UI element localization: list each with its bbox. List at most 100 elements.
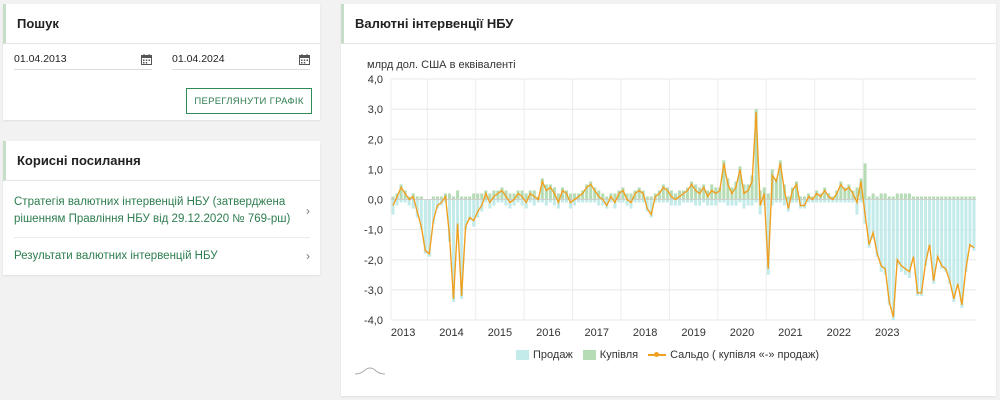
bar-sale [867,199,871,248]
bar-sale [520,199,524,206]
bar-sale [476,199,480,218]
bar-purchase [839,181,843,200]
date-to-value[interactable]: 01.04.2024 [172,53,225,65]
bar-sale [548,199,552,203]
bar-sale [516,199,520,203]
bar-purchase [960,196,964,200]
bar-sale [653,199,657,203]
bar-purchase [439,196,443,200]
legend-swatch-sale [516,350,529,360]
link-strategy-label[interactable]: Стратегія валютних інтервенцій НБУ (затв… [14,196,291,225]
bar-sale [782,199,786,206]
bar-purchase [952,196,956,200]
bar-purchase [488,193,492,200]
bar-purchase [936,196,940,200]
bar-purchase [843,187,847,200]
legend-item-sale[interactable]: Продаж [516,349,573,361]
bar-sale [657,199,661,203]
bar-sale [419,199,423,230]
useful-links-panel: Корисні посилання Стратегія валютних інт… [3,141,320,275]
calendar-icon[interactable] [141,53,152,65]
date-from-value[interactable]: 01.04.2013 [14,53,67,65]
bar-sale [560,199,564,203]
bar-purchase [581,190,585,200]
bar-sale [573,199,577,206]
chart-navigator-icon[interactable] [355,366,385,376]
bar-purchase [645,196,649,200]
chart-legend: Продаж Купівля Сальдо ( купівля «-» прод… [516,349,829,361]
bar-sale [508,199,512,209]
bar-sale [839,199,843,203]
bar-sale [915,199,920,296]
bar-purchase [435,196,439,200]
bar-sale [851,199,855,203]
bar-sale [952,199,956,302]
y-tick-label: 2,0 [368,134,383,146]
bar-sale [750,199,754,206]
bar-sale [879,199,883,272]
bar-purchase [928,196,932,200]
y-tick-label: -4,0 [364,315,383,327]
bar-sale [742,199,746,209]
chart-title: Валютні інтервенції НБУ [341,4,996,44]
bar-purchase [625,193,629,200]
bar-purchase [399,184,403,200]
bar-sale [665,199,669,203]
legend-item-saldo[interactable]: Сальдо ( купівля «-» продаж) [648,349,819,361]
bar-purchase [766,193,770,200]
bar-sale [686,199,690,203]
link-strategy[interactable]: Стратегія валютних інтервенцій НБУ (затв… [14,191,310,231]
bar-purchase [544,184,548,200]
bar-purchase [895,193,899,200]
legend-item-purchase[interactable]: Купівля [582,349,638,361]
y-tick-label: -2,0 [364,255,383,267]
bar-sale [601,199,605,206]
bar-sale [875,199,879,257]
bar-purchase [778,160,782,200]
calendar-icon[interactable] [299,53,310,65]
bar-sale [811,199,815,203]
bar-purchase [605,196,609,200]
link-results-label[interactable]: Результати валютних інтервенцій НБУ [14,249,218,262]
bar-sale [528,199,532,203]
bar-sale [726,199,730,206]
bar-sale [677,199,681,206]
bar-purchase [859,178,863,200]
date-from-field[interactable]: 01.04.2013 [14,53,152,70]
y-axis-label: млрд дол. США в еквіваленті [367,59,516,71]
bar-sale [492,199,496,206]
x-tick-label: 2014 [439,327,463,339]
bar-purchase [911,196,915,200]
bar-purchase [855,187,859,200]
bar-purchase [964,196,968,200]
bar-purchase [823,187,827,200]
bar-purchase [496,190,500,200]
bar-sale [649,199,653,218]
bar-sale [673,199,677,206]
bar-sale [629,199,633,209]
bar-sale [758,199,762,215]
link-results[interactable]: Результати валютних інтервенцій НБУ › [14,247,310,265]
bar-sale [496,199,500,203]
bar-purchase [891,196,895,200]
bar-sale [738,199,742,203]
legend-swatch-saldo [648,350,667,360]
bar-sale [774,199,778,203]
bar-purchase [391,196,395,200]
bar-purchase [476,193,480,200]
bar-sale [431,199,435,224]
bar-sale [790,199,794,203]
view-chart-button[interactable]: ПЕРЕГЛЯНУТИ ГРАФІК [186,88,312,114]
bar-sale [823,199,827,203]
bar-sale [645,199,649,212]
bar-sale [940,199,944,269]
chevron-right-icon[interactable]: › [306,203,310,218]
date-to-field[interactable]: 01.04.2024 [172,53,310,70]
legend-label-sale: Продаж [533,349,573,361]
chevron-right-icon[interactable]: › [306,248,310,263]
bar-sale [710,199,714,206]
bar-purchase [899,193,903,200]
bar-sale [722,199,726,203]
bar-sale [512,199,516,206]
chart-panel: Валютні інтервенції НБУ млрд дол. США в … [341,4,996,396]
